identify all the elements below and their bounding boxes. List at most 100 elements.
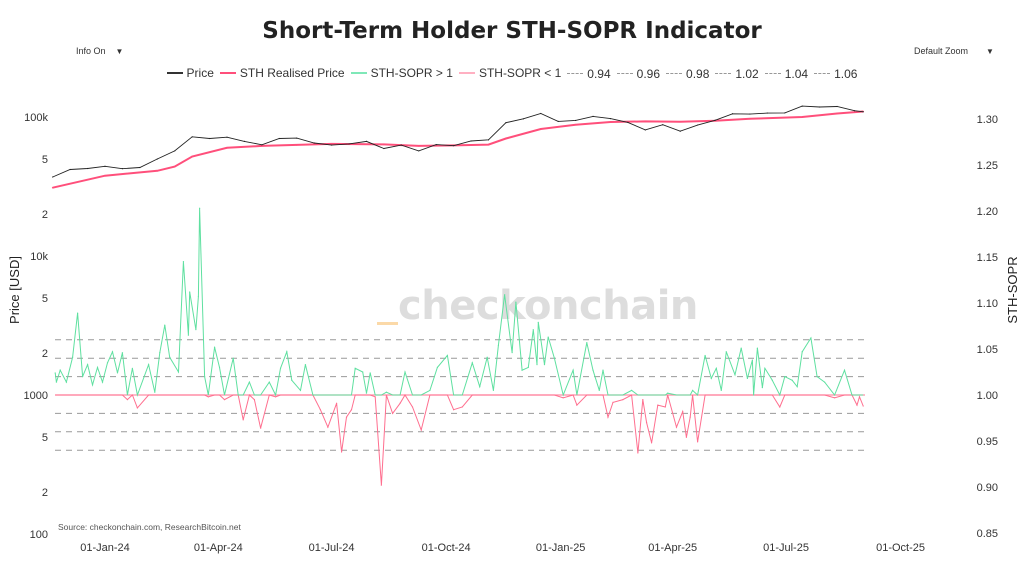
sopr-point [843, 369, 846, 371]
sopr-point [380, 484, 382, 486]
sopr-point [515, 301, 517, 303]
sopr-point [159, 352, 161, 354]
legend-label: STH-SOPR < 1 [478, 66, 562, 80]
price-point [487, 139, 490, 141]
legend-item[interactable]: 1.02 [715, 67, 759, 81]
legend-label: 1.04 [784, 66, 809, 81]
chart-title: Short-Term Holder STH-SOPR Indicator [262, 18, 762, 44]
sopr-point [197, 295, 199, 298]
sopr-point [286, 351, 288, 353]
realised-price-point [574, 123, 577, 126]
y2-tick-label: 1.00 [977, 390, 998, 402]
sopr-point [218, 366, 221, 368]
sopr-point [637, 452, 639, 454]
legend-swatch [616, 73, 633, 74]
sopr-point [312, 394, 314, 396]
legend-swatch [715, 73, 732, 74]
sopr-point [824, 381, 826, 383]
y2-tick-label: 0.85 [977, 528, 998, 540]
x-tick-label: 01-Jan-25 [536, 542, 586, 554]
sopr-point [753, 394, 755, 396]
legend-item[interactable]: 1.04 [764, 66, 809, 81]
sopr-point [154, 391, 156, 393]
sopr-point [304, 364, 307, 366]
sopr-point [223, 399, 226, 401]
sopr-point [562, 397, 564, 399]
sopr-point [365, 392, 368, 394]
price-point [819, 106, 821, 108]
sopr-point [801, 351, 803, 353]
sopr-point [543, 364, 546, 366]
sopr-point [547, 336, 549, 338]
legend-label: 1.06 [834, 66, 858, 81]
legend-item[interactable]: STH-SOPR < 1 [458, 66, 562, 80]
sopr-point [761, 387, 763, 389]
legend: Price STH Realised Price STH-SOPR > 1 STH-S… [0, 63, 1024, 81]
price-point [679, 130, 681, 132]
sopr-point [592, 369, 594, 371]
price-point [522, 118, 524, 120]
source-note: Source: checkonchain.com, ResearchBitcoi… [58, 522, 241, 532]
legend-item[interactable]: 0.94 [567, 67, 611, 81]
legend-item[interactable]: 1.06 [814, 67, 857, 81]
legend-item[interactable]: STH-SOPR > 1 [350, 66, 453, 80]
sopr-point [858, 396, 861, 398]
price-point [435, 144, 437, 146]
legend-label: Price [186, 66, 214, 80]
sopr-point [399, 402, 401, 404]
price-point [365, 140, 368, 142]
sopr-point [207, 396, 209, 398]
legend-label: 0.96 [636, 66, 661, 81]
y-tick-label: 1000 [24, 390, 48, 402]
realised-price-point [330, 143, 333, 145]
realised-price-point [383, 143, 385, 146]
legend-item[interactable]: STH Realised Price [219, 66, 345, 80]
price-point [121, 168, 124, 170]
realised-price-point [191, 155, 193, 158]
x-tick-label: 01-Apr-24 [194, 542, 243, 554]
zoom-label: Default Zoom [914, 46, 969, 56]
sopr-point [756, 347, 758, 349]
sopr-point [492, 389, 495, 391]
y-tick-label: 2 [42, 209, 48, 221]
sopr-point [572, 369, 574, 371]
legend-label: STH-SOPR > 1 [370, 66, 453, 80]
sopr-point [195, 329, 197, 331]
price-point [505, 122, 507, 124]
y2-tick-label: 0.95 [977, 436, 998, 448]
y2-tick-label: 1.25 [977, 160, 998, 172]
price-point [69, 168, 71, 171]
watermark-underscore [377, 322, 398, 325]
price-point [226, 136, 228, 138]
price-point [662, 124, 664, 126]
info-toggle-dropdown[interactable]: Info On ▼ [70, 42, 129, 60]
legend-swatch [219, 72, 236, 74]
zoom-dropdown[interactable]: Default Zoom ▼ [908, 42, 1000, 60]
legend-item[interactable]: Price [166, 66, 214, 80]
legend-item[interactable]: 0.98 [666, 67, 709, 81]
price-point [853, 110, 856, 112]
price-point [261, 144, 263, 146]
price-point [52, 176, 54, 178]
y-tick-label: 100 [30, 529, 48, 541]
y-tick-label: 5 [42, 154, 48, 166]
sopr-point [55, 381, 58, 383]
sopr-point [291, 379, 293, 381]
sopr-point [667, 392, 669, 394]
realised-price-point [644, 120, 647, 123]
sopr-point [136, 407, 138, 409]
price-point [557, 120, 559, 122]
price-point [139, 166, 141, 169]
price-point [208, 137, 211, 140]
legend-item[interactable]: 0.96 [616, 66, 661, 81]
info-toggle-label: Info On [76, 46, 106, 56]
sopr-point [784, 376, 786, 378]
sopr-point [54, 372, 56, 374]
price-point [400, 144, 402, 146]
price-point [191, 136, 193, 138]
sopr-point [833, 397, 836, 399]
sopr-point [187, 334, 190, 336]
sopr-point [725, 351, 727, 353]
price-point [731, 113, 734, 115]
